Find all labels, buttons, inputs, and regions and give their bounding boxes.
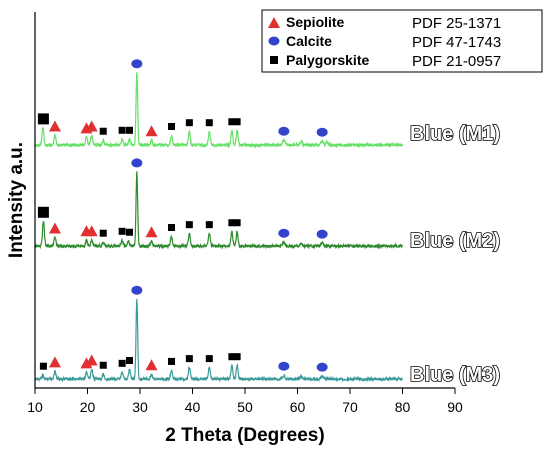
palygorskite-marker: [185, 221, 193, 229]
palygorskite-marker: [233, 353, 241, 361]
sepiolite-marker: [48, 120, 61, 132]
palygorskite-marker: [99, 229, 107, 237]
x-tick-label: 30: [132, 399, 148, 415]
palygorskite-marker: [228, 118, 236, 126]
x-tick-label: 10: [27, 399, 43, 415]
sepiolite-marker: [85, 120, 98, 132]
legend-name: Sepiolite: [286, 14, 345, 30]
palygorskite-marker: [228, 353, 236, 361]
series-label-blue-m2: Blue (M2): [410, 230, 500, 252]
palygorskite-marker: [39, 362, 47, 370]
calcite-marker: [131, 59, 143, 69]
x-tick-label: 50: [237, 399, 253, 415]
x-tick-label: 60: [290, 399, 306, 415]
palygorskite-marker: [99, 127, 107, 135]
legend-name: Palygorskite: [286, 52, 369, 68]
series-label-blue-m3: Blue (M3): [410, 364, 500, 386]
legend-pdf: PDF 47-1743: [412, 34, 501, 51]
legend-calcite-icon: [268, 36, 280, 46]
series-blue-m1-line: [34, 72, 404, 149]
calcite-marker: [278, 228, 290, 238]
palygorskite-marker: [185, 119, 193, 127]
legend-box: [261, 9, 543, 73]
palygorskite-marker: [118, 227, 126, 235]
sepiolite-marker: [48, 356, 61, 368]
palygorskite-marker: [118, 126, 126, 134]
palygorskite-marker: [126, 228, 133, 236]
x-tick-label: 70: [342, 399, 358, 415]
phase-markers: [37, 59, 328, 372]
calcite-marker: [131, 285, 143, 295]
series-blue-m2-line: [34, 171, 404, 250]
palygorskite-marker: [233, 118, 241, 126]
x-tick-label: 40: [185, 399, 201, 415]
x-tick-label: 90: [447, 399, 463, 415]
series-label-blue-m1: Blue (M1): [410, 123, 500, 145]
calcite-marker: [131, 158, 143, 168]
calcite-marker: [278, 126, 290, 136]
palygorskite-marker: [205, 355, 213, 363]
x-tick-label: 80: [395, 399, 411, 415]
sepiolite-marker: [80, 357, 93, 369]
calcite-marker: [316, 362, 328, 372]
legend-pdf: PDF 21-0957: [412, 53, 501, 70]
palygorskite-marker: [168, 357, 175, 365]
calcite-marker: [278, 361, 290, 371]
legend: Sepiolite PDF 25-1371 Calcite PDF 47-1743 Pa…: [261, 9, 543, 73]
palygorskite-marker: [126, 126, 133, 134]
palygorskite-marker: [168, 123, 175, 130]
palygorskite-marker: [168, 224, 175, 231]
sepiolite-marker: [145, 359, 158, 371]
sepiolite-marker: [145, 125, 158, 137]
series-labels: Blue (M1) Blue (M2) Blue (M3): [409, 122, 501, 387]
calcite-marker: [316, 229, 328, 239]
palygorskite-marker: [205, 119, 213, 127]
palygorskite-marker: [185, 355, 193, 363]
palygorskite-marker: [37, 206, 49, 218]
series-layer: [34, 72, 404, 383]
palygorskite-marker: [228, 219, 236, 227]
x-axis-title: 2 Theta (Degrees): [165, 425, 324, 446]
sepiolite-marker: [85, 225, 98, 237]
sepiolite-marker: [85, 354, 98, 366]
legend-sepiolite-icon: [268, 17, 280, 28]
legend-pdf: PDF 25-1371: [412, 15, 501, 32]
x-axis-ticks: 10 20 30 40 50 60 70 80 90: [27, 388, 463, 415]
palygorskite-marker: [118, 359, 126, 367]
y-axis-title: Intensity a.u.: [6, 142, 27, 258]
series-blue-m3-line: [34, 298, 404, 383]
palygorskite-marker: [99, 361, 107, 369]
palygorskite-marker: [37, 113, 49, 125]
legend-items: Sepiolite PDF 25-1371 Calcite PDF 47-1743 Pa…: [268, 14, 501, 70]
palygorskite-marker: [205, 221, 213, 229]
legend-name: Calcite: [286, 33, 332, 49]
calcite-marker: [316, 127, 328, 137]
legend-palygorskite-icon: [270, 56, 278, 64]
palygorskite-marker: [233, 219, 241, 227]
sepiolite-marker: [48, 222, 61, 234]
palygorskite-marker: [126, 357, 133, 364]
x-tick-label: 20: [80, 399, 96, 415]
sepiolite-marker: [145, 226, 158, 238]
